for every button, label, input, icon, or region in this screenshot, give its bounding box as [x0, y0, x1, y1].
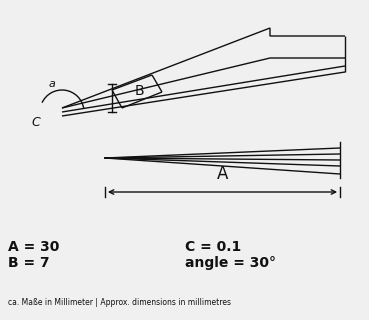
Text: A: A — [217, 165, 228, 183]
Text: B: B — [134, 84, 144, 98]
Text: C = 0.1: C = 0.1 — [185, 240, 241, 254]
Text: B = 7: B = 7 — [8, 256, 49, 270]
Text: a: a — [49, 79, 55, 89]
Text: angle = 30°: angle = 30° — [185, 256, 276, 270]
Text: A = 30: A = 30 — [8, 240, 59, 254]
Text: C: C — [32, 116, 40, 129]
Text: ca. Maße in Millimeter | Approx. dimensions in millimetres: ca. Maße in Millimeter | Approx. dimensi… — [8, 298, 231, 307]
